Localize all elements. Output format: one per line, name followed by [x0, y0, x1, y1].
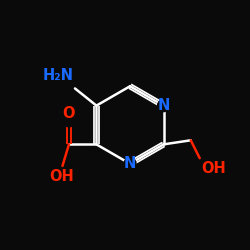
Text: OH: OH [49, 169, 74, 184]
Text: O: O [63, 106, 75, 121]
Text: OH: OH [201, 161, 226, 176]
Text: N: N [157, 98, 170, 113]
Circle shape [158, 100, 170, 112]
Circle shape [124, 158, 136, 170]
Text: H₂N: H₂N [43, 68, 74, 84]
Text: N: N [124, 156, 136, 171]
Circle shape [64, 117, 74, 127]
